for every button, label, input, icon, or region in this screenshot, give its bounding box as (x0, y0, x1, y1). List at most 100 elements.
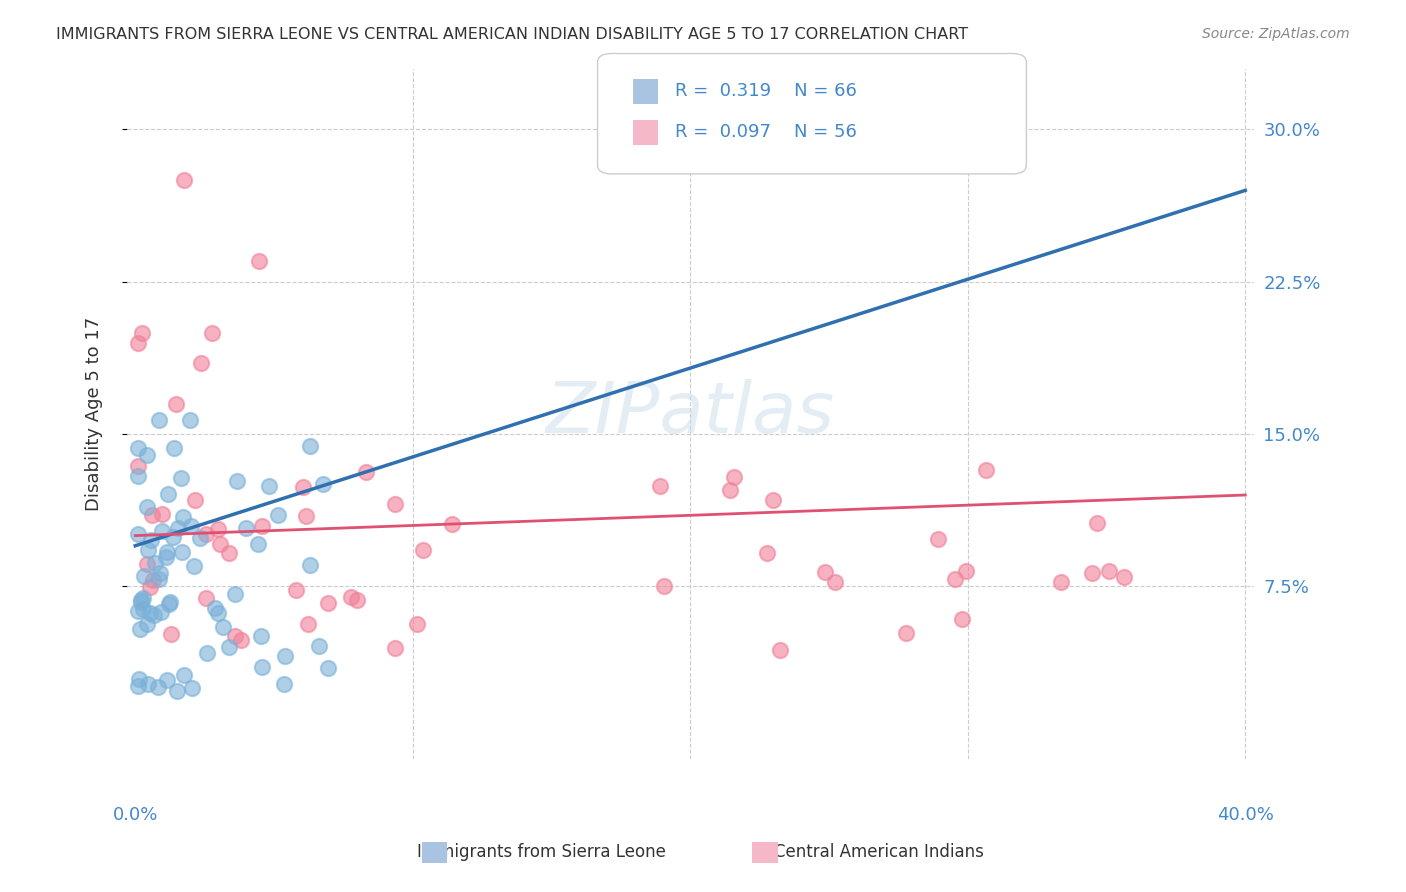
Text: 40.0%: 40.0% (1216, 805, 1274, 823)
Point (128, 672, 150, 686)
Point (354, 465, 377, 479)
Point (183, 559, 205, 574)
Point (143, 607, 166, 622)
Point (927, 533, 949, 547)
Point (136, 557, 159, 571)
Point (204, 600, 226, 615)
Point (172, 510, 194, 524)
Point (201, 326, 224, 340)
Point (180, 519, 202, 533)
Point (318, 596, 340, 610)
Point (250, 660, 273, 674)
Point (131, 601, 153, 615)
Point (156, 545, 179, 559)
Point (157, 597, 180, 611)
Point (299, 558, 322, 572)
Text: IMMIGRANTS FROM SIERRA LEONE VS CENTRAL AMERICAN INDIAN DISABILITY AGE 5 TO 17 C: IMMIGRANTS FROM SIERRA LEONE VS CENTRAL … (56, 27, 969, 42)
Point (148, 680, 170, 694)
Point (148, 413, 170, 427)
Point (652, 578, 675, 592)
Point (136, 448, 159, 462)
Point (755, 546, 778, 560)
Point (138, 677, 160, 691)
Point (127, 604, 149, 618)
Point (155, 550, 177, 565)
Point (127, 442, 149, 456)
Point (218, 546, 240, 560)
Point (136, 543, 159, 558)
Point (250, 629, 273, 643)
Point (720, 483, 742, 497)
Point (208, 537, 231, 551)
Text: Source: ZipAtlas.com: Source: ZipAtlas.com (1202, 27, 1350, 41)
Point (316, 661, 339, 675)
Point (162, 530, 184, 544)
Point (1114, 570, 1136, 584)
Point (224, 629, 246, 643)
Point (141, 508, 163, 522)
Point (159, 594, 181, 608)
Point (190, 356, 212, 370)
Text: Immigrants from Sierra Leone: Immigrants from Sierra Leone (416, 843, 666, 861)
Point (207, 606, 229, 620)
Point (173, 173, 195, 187)
Point (166, 684, 188, 698)
Point (247, 254, 270, 268)
Point (170, 545, 193, 559)
Point (207, 522, 229, 536)
Point (127, 468, 149, 483)
Point (194, 591, 217, 606)
Point (945, 572, 967, 586)
Point (143, 556, 166, 570)
Point (127, 335, 149, 350)
Point (441, 516, 464, 531)
Point (648, 479, 671, 493)
Point (135, 616, 157, 631)
Point (156, 487, 179, 501)
Point (229, 633, 252, 648)
Point (346, 592, 368, 607)
Point (195, 646, 218, 660)
Point (131, 591, 153, 606)
Point (312, 477, 335, 491)
Point (149, 566, 172, 580)
Point (1050, 574, 1073, 589)
Point (188, 531, 211, 545)
Point (218, 640, 240, 655)
Point (235, 521, 257, 535)
Point (274, 649, 297, 664)
Text: 0.0%: 0.0% (112, 805, 157, 823)
Point (170, 471, 193, 485)
Point (131, 592, 153, 607)
Point (132, 569, 155, 583)
Point (247, 537, 270, 551)
Point (179, 413, 201, 427)
Point (195, 527, 218, 541)
Point (308, 639, 330, 653)
Point (295, 509, 318, 524)
Point (224, 587, 246, 601)
Point (226, 474, 249, 488)
Point (250, 519, 273, 533)
Point (156, 673, 179, 687)
Point (159, 626, 181, 640)
Point (1098, 564, 1121, 578)
Point (384, 497, 406, 511)
Text: Central American Indians: Central American Indians (773, 843, 984, 861)
Point (257, 479, 280, 493)
Point (148, 573, 170, 587)
Point (150, 605, 173, 619)
Point (127, 458, 149, 473)
Point (173, 668, 195, 682)
Point (166, 521, 188, 535)
Point (339, 590, 361, 604)
Point (285, 582, 308, 597)
Point (184, 492, 207, 507)
Point (150, 524, 173, 539)
Text: R =  0.097    N = 56: R = 0.097 N = 56 (675, 123, 856, 141)
Point (142, 574, 165, 588)
Point (976, 463, 998, 477)
Point (127, 679, 149, 693)
Y-axis label: Disability Age 5 to 17: Disability Age 5 to 17 (86, 317, 103, 511)
Point (129, 595, 152, 609)
